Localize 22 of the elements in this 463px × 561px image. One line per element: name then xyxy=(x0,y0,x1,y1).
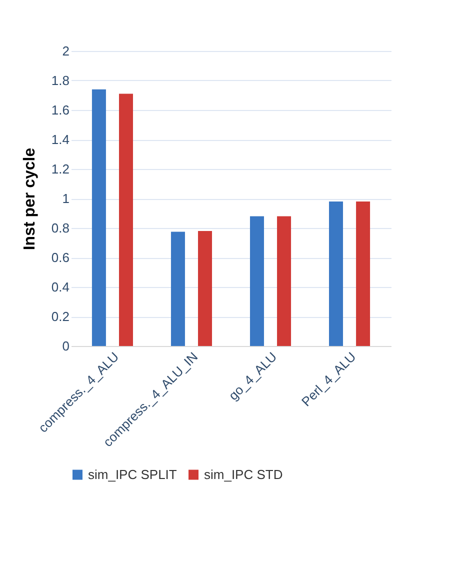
y-tick-label: 0.6 xyxy=(51,250,70,265)
y-tick-label: 2 xyxy=(62,44,70,58)
y-tick-label: 1.6 xyxy=(51,102,70,118)
y-tick-label: 1.8 xyxy=(51,73,70,88)
legend-label: sim_IPC SPLIT xyxy=(88,466,177,482)
bar xyxy=(356,201,370,346)
bar xyxy=(170,232,185,346)
bar xyxy=(118,94,133,346)
bar xyxy=(198,230,212,346)
bar xyxy=(250,216,264,346)
legend-label: sim_IPC STD xyxy=(204,466,283,482)
y-tick-label: 0 xyxy=(62,338,70,354)
bar xyxy=(329,201,344,346)
y-tick-label: 0.4 xyxy=(51,280,70,294)
y-tick-label: 1.4 xyxy=(51,132,70,147)
bar xyxy=(277,216,292,346)
bar xyxy=(92,89,106,346)
y-tick-label: 0.2 xyxy=(51,309,70,324)
y-tick-label: 0.8 xyxy=(51,220,70,236)
y-tick-label: 1.2 xyxy=(51,162,70,176)
y-tick-label: 1 xyxy=(62,191,70,206)
y-axis-title: Inst per cycle xyxy=(21,148,38,250)
